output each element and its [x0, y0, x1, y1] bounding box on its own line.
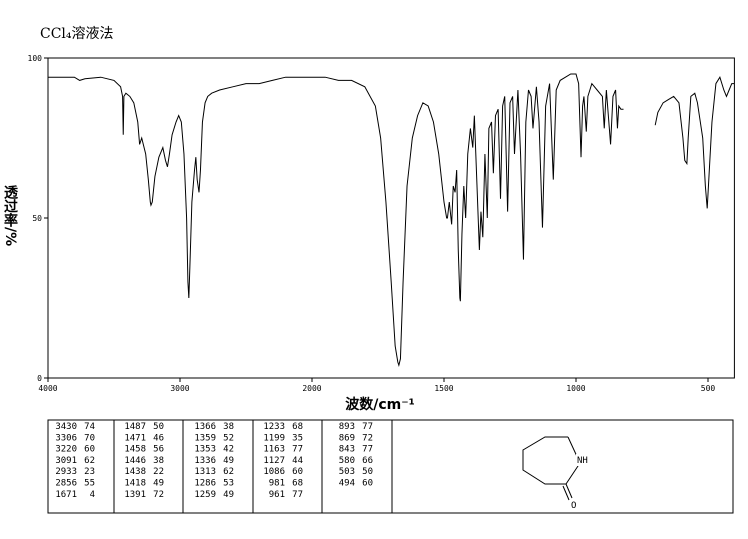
peak-wavenumber: 3220	[55, 445, 77, 455]
plot-frame	[47, 57, 735, 379]
peak-transmittance: 50	[362, 467, 373, 477]
peak-transmittance: 56	[153, 445, 164, 455]
table-border	[47, 419, 734, 514]
peak-transmittance: 35	[292, 433, 303, 443]
x-tick-label: 1000	[566, 384, 585, 393]
peak-transmittance: 60	[84, 445, 95, 455]
peak-wavenumber: 1446	[124, 456, 146, 466]
peak-wavenumber: 843	[339, 445, 355, 455]
y-axis-label: 透过率/%	[2, 185, 18, 246]
peak-transmittance: 60	[292, 467, 303, 477]
peak-wavenumber: 503	[339, 467, 355, 477]
y-tick-label: 0	[37, 374, 42, 383]
peak-wavenumber: 981	[269, 479, 285, 489]
peak-transmittance: 74	[84, 422, 95, 432]
peak-transmittance: 44	[292, 456, 303, 466]
peak-wavenumber: 1418	[124, 479, 146, 489]
peak-transmittance: 50	[153, 422, 164, 432]
peak-transmittance: 23	[84, 467, 95, 477]
peak-transmittance: 68	[292, 422, 303, 432]
peak-wavenumber: 869	[339, 433, 355, 443]
ring	[522, 436, 581, 485]
peak-transmittance: 66	[362, 456, 373, 466]
peak-wavenumber: 1199	[263, 433, 285, 443]
peak-transmittance: 46	[153, 433, 164, 443]
peak-wavenumber: 494	[339, 479, 355, 489]
table-dividers	[113, 420, 393, 513]
peak-transmittance: 77	[362, 445, 373, 455]
spectrum-line	[48, 73, 735, 368]
peak-wavenumber: 1671	[55, 490, 77, 500]
x-axis-label: 波数/cm⁻¹	[345, 396, 415, 413]
peak-wavenumber: 1458	[124, 445, 146, 455]
peak-wavenumber: 2933	[55, 467, 77, 477]
structure-label: O	[571, 501, 576, 511]
peak-wavenumber: 1233	[263, 422, 285, 432]
peak-wavenumber: 1471	[124, 433, 146, 443]
y-tick-label: 50	[32, 214, 42, 223]
peak-transmittance: 53	[223, 479, 234, 489]
peak-transmittance: 77	[362, 422, 373, 432]
peak-transmittance: 60	[362, 479, 373, 489]
peak-wavenumber: 961	[269, 490, 285, 500]
peak-transmittance: 68	[292, 479, 303, 489]
peak-wavenumber: 1163	[263, 445, 285, 455]
peak-transmittance: 38	[223, 422, 234, 432]
peak-wavenumber: 1366	[194, 422, 216, 432]
peak-transmittance: 38	[153, 456, 164, 466]
peak-wavenumber: 1359	[194, 433, 216, 443]
peak-transmittance: 72	[153, 490, 164, 500]
peak-wavenumber: 3306	[55, 433, 77, 443]
y-tick-label: 100	[28, 54, 43, 63]
label-bg	[576, 454, 592, 466]
x-tick-label: 1500	[434, 384, 453, 393]
peak-transmittance: 49	[153, 479, 164, 489]
peak-transmittance: 22	[153, 467, 164, 477]
peak-wavenumber: 1286	[194, 479, 216, 489]
peak-wavenumber: 1086	[263, 467, 285, 477]
peak-wavenumber: 2856	[55, 479, 77, 489]
peak-transmittance: 42	[223, 445, 234, 455]
peak-transmittance: 49	[223, 456, 234, 466]
structure-label: NH	[577, 456, 588, 466]
peak-wavenumber: 1353	[194, 445, 216, 455]
peak-transmittance: 52	[223, 433, 234, 443]
peak-wavenumber: 1391	[124, 490, 146, 500]
peak-transmittance: 70	[84, 433, 95, 443]
x-tick-label: 2000	[302, 384, 321, 393]
x-tick-label: 3000	[170, 384, 189, 393]
x-tick-label: 500	[701, 384, 716, 393]
peak-wavenumber: 580	[339, 456, 355, 466]
peak-transmittance: 49	[223, 490, 234, 500]
peak-wavenumber: 3430	[55, 422, 77, 432]
peak-wavenumber: 1259	[194, 490, 216, 500]
peak-transmittance: 62	[84, 456, 95, 466]
chart-title: CCl₄溶液法	[40, 26, 114, 42]
peak-wavenumber: 893	[339, 422, 355, 432]
peak-wavenumber: 3091	[55, 456, 77, 466]
peak-transmittance: 4	[90, 490, 95, 500]
structure	[522, 436, 581, 501]
x-tick-label: 4000	[38, 384, 57, 393]
peak-wavenumber: 1127	[263, 456, 285, 466]
peak-transmittance: 72	[362, 433, 373, 443]
peak-transmittance: 77	[292, 490, 303, 500]
peak-transmittance: 62	[223, 467, 234, 477]
peak-wavenumber: 1336	[194, 456, 216, 466]
peak-wavenumber: 1487	[124, 422, 146, 432]
peak-wavenumber: 1438	[124, 467, 146, 477]
peak-transmittance: 77	[292, 445, 303, 455]
bond	[562, 485, 570, 501]
bond	[565, 483, 573, 499]
peak-transmittance: 55	[84, 479, 95, 489]
peak-wavenumber: 1313	[194, 467, 216, 477]
